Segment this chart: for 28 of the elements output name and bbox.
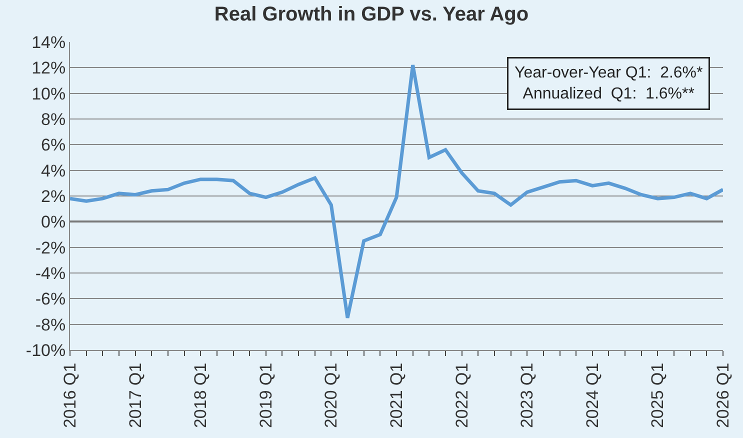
x-tick-label: 2026 Q1 [714,362,733,428]
y-tick-label: 8% [41,110,66,129]
y-tick-label: 6% [41,136,66,155]
x-tick-label: 2018 Q1 [191,362,210,428]
y-tick-label: 4% [41,161,66,180]
annotation: Annualized Q1: 1.6%** [522,85,694,102]
y-tick-label: -6% [35,290,66,309]
y-tick-label: -4% [35,264,66,283]
y-tick-label: 2% [41,186,66,206]
x-tick-label: 2016 Q1 [60,362,80,428]
x-tick-label: 2021 Q1 [387,362,406,428]
line-series [70,63,723,320]
x-tick-label: 2017 Q1 [126,362,145,428]
x-tick-label: 2020 Q1 [322,362,341,428]
chart-title: Real Growth in GDP vs. Year Ago [214,4,529,26]
y-tick-label: 12% [32,58,66,78]
y-tick-label: 14% [32,32,66,52]
y-tick-label: -2% [35,238,66,258]
y-tick-label: 10% [32,84,66,104]
x-tick-label: 2025 Q1 [648,362,668,428]
y-tick-label: 0% [41,212,66,232]
y-tick-label: -10% [26,340,66,360]
x-tick-label: 2024 Q1 [582,362,602,428]
y-tick-label: -8% [35,315,66,334]
x-tick-label: 2019 Q1 [256,362,276,428]
x-tick-label: 2022 Q1 [452,362,472,428]
x-tick-label: 2023 Q1 [518,362,537,428]
annotation: Year-over-Year Q1: 2.6%* [514,64,703,82]
